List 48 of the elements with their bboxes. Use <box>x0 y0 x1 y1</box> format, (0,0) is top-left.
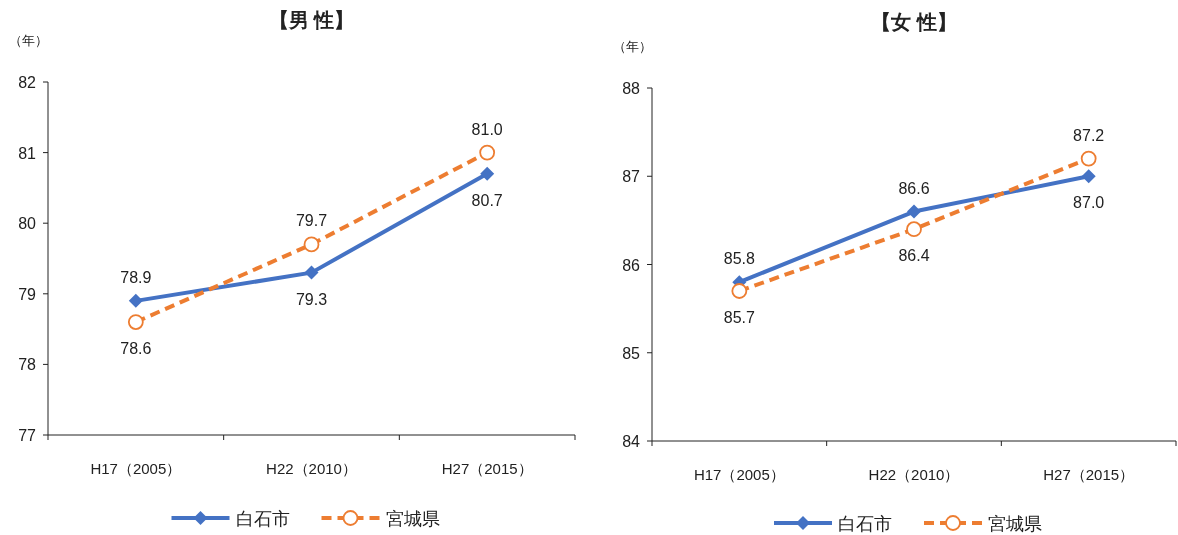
y-tick-label: 86 <box>622 256 641 274</box>
point <box>479 144 496 161</box>
data-label: 87.0 <box>1073 194 1105 212</box>
y-tick-label: 79 <box>18 285 37 303</box>
point <box>1080 150 1097 167</box>
y-tick-label: 80 <box>18 215 37 233</box>
data-label: 81.0 <box>471 120 503 138</box>
point <box>906 221 922 238</box>
legend-label: 白石市 <box>838 514 892 534</box>
data-label: 87.2 <box>1073 126 1105 144</box>
x-tick-label: H22（2010） <box>868 466 960 483</box>
point <box>303 236 320 253</box>
x-tick-label: H17（2005） <box>693 466 785 483</box>
data-label: 78.6 <box>120 340 152 358</box>
x-tick-label: H22（2010） <box>266 460 357 477</box>
legend-label: 宮城県 <box>988 514 1042 534</box>
y-tick-label: 81 <box>18 144 37 162</box>
data-label: 78.9 <box>120 268 152 286</box>
y-tick-label: 77 <box>18 427 37 444</box>
data-label: 79.3 <box>295 290 328 308</box>
x-tick-label: H17（2005） <box>90 460 182 477</box>
y-tick-label: 82 <box>18 74 37 91</box>
y-axis-title: （年） <box>612 39 652 54</box>
point <box>128 293 143 308</box>
y-axis-title: （年） <box>8 33 48 48</box>
point <box>907 204 921 219</box>
data-label: 85.7 <box>723 308 756 326</box>
x-tick-label: H27（2015） <box>441 460 533 477</box>
point <box>127 314 144 330</box>
y-tick-label: 87 <box>622 168 641 186</box>
data-label: 80.7 <box>471 191 503 209</box>
chart-title: 【女 性】 <box>871 11 957 33</box>
data-label: 86.6 <box>898 179 930 197</box>
point <box>731 283 748 299</box>
point <box>1081 169 1096 184</box>
x-tick-label: H27（2015） <box>1043 466 1135 483</box>
legend-label: 白石市 <box>235 509 290 529</box>
data-label: 85.8 <box>723 250 756 268</box>
chart-title: 【男 性】 <box>268 9 355 31</box>
point <box>304 265 319 280</box>
y-tick-label: 85 <box>622 344 641 362</box>
y-tick-label: 88 <box>622 80 641 97</box>
legend-label: 宮城県 <box>385 509 440 529</box>
y-tick-label: 84 <box>622 433 641 450</box>
y-tick-label: 78 <box>18 356 37 374</box>
data-label: 86.4 <box>898 247 930 265</box>
point <box>480 166 495 181</box>
data-label: 79.7 <box>295 212 328 230</box>
